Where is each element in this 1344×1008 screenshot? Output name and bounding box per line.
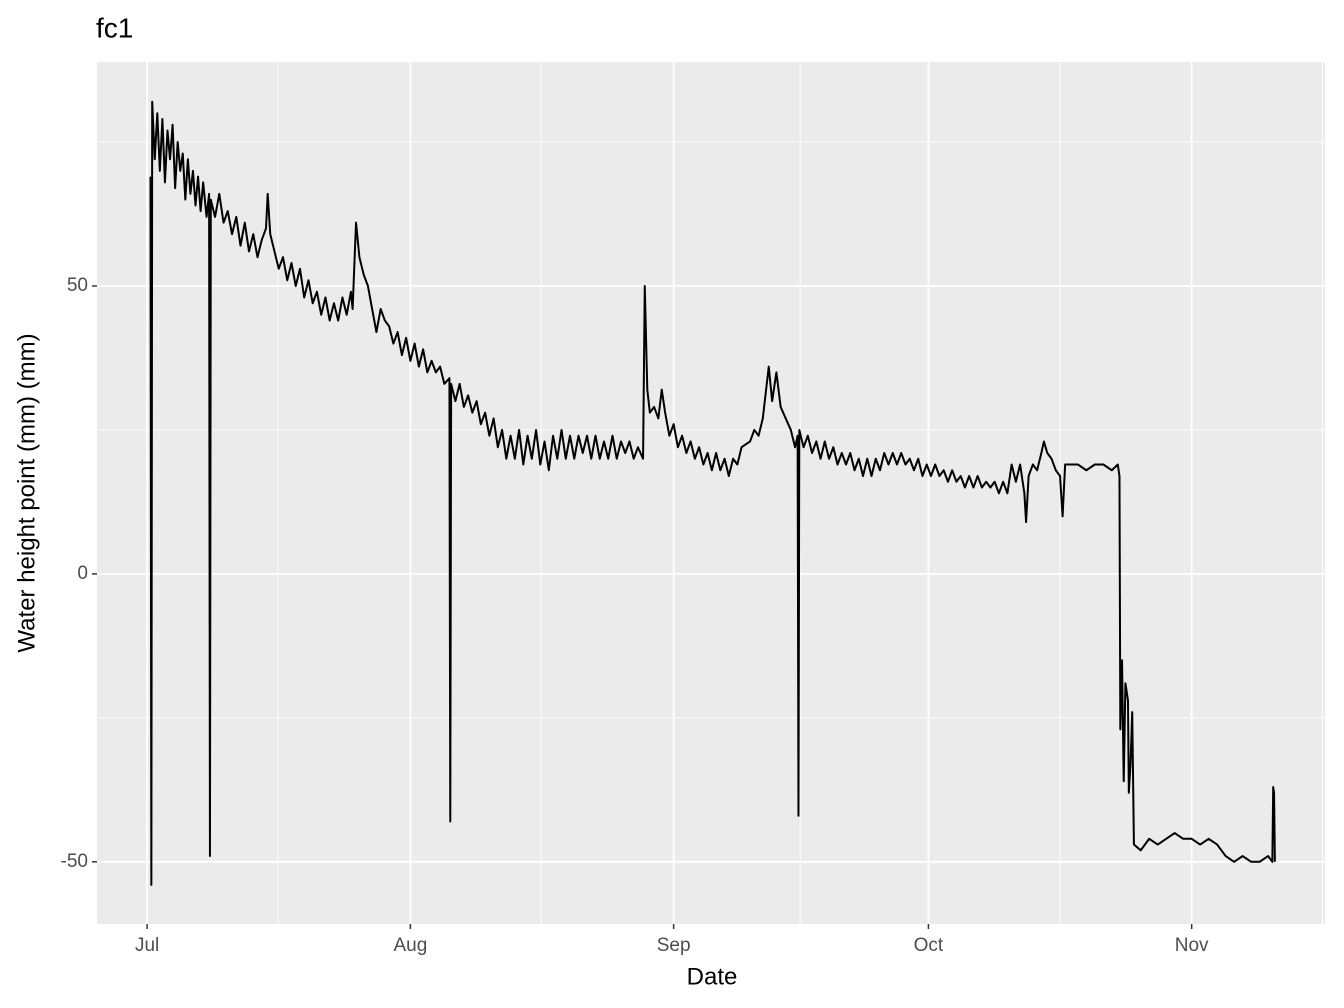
x-tick-label: Oct [914, 935, 944, 956]
plot-background [97, 62, 1325, 924]
x-tick-label: Sep [657, 935, 691, 956]
chart-title: fc1 [96, 12, 133, 43]
x-axis-title: Date [687, 963, 738, 990]
y-tick-label: 50 [67, 275, 88, 296]
x-tick-label: Aug [393, 935, 427, 956]
y-tick-label: 0 [77, 563, 88, 584]
data-line [149, 100, 1276, 886]
y-tick-label: -50 [61, 851, 88, 872]
y-axis-title: Water height point (mm) (mm) [13, 333, 40, 652]
x-tick-label: Jul [135, 935, 159, 956]
x-tick-label: Nov [1175, 935, 1209, 956]
